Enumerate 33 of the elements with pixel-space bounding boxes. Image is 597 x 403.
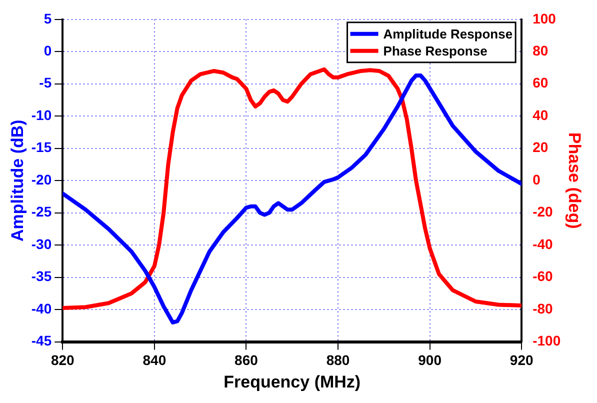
y2-tick-label: -80: [532, 300, 554, 316]
x-tick-label: 840: [142, 352, 166, 368]
y2-tick-label: 0: [532, 171, 541, 188]
y2-tick-label: 60: [532, 74, 548, 91]
y-tick-label: -40: [31, 300, 52, 316]
y-tick-label: 0: [44, 42, 52, 58]
y2-tick-label: 20: [532, 139, 548, 156]
y2-axis-title: Phase (deg): [565, 132, 584, 229]
y-tick-label: -35: [31, 268, 52, 284]
legend-label: Amplitude Response: [383, 26, 513, 42]
y-tick-label: -25: [31, 204, 52, 220]
x-tick-label: 920: [510, 352, 534, 368]
y-tick-label: -10: [31, 106, 52, 123]
y-tick-label: 5: [44, 10, 52, 26]
y-tick-label: -30: [31, 236, 52, 252]
x-tick-label: 900: [418, 352, 442, 368]
y-tick-label: -20: [31, 171, 52, 188]
y-tick-label: -15: [31, 139, 52, 156]
y-tick-label: -5: [39, 74, 52, 91]
legend-label: Phase Response: [383, 43, 488, 58]
y2-tick-label: -40: [532, 236, 554, 252]
y2-tick-label: -20: [532, 204, 554, 220]
x-axis-title: Frequency (MHz): [224, 372, 361, 392]
y2-tick-label: 40: [532, 106, 548, 123]
y-tick-label: -45: [31, 332, 52, 349]
x-tick-label: 880: [326, 352, 350, 368]
y-axis-title: Amplitude (dB): [8, 120, 27, 242]
x-tick-label: 820: [50, 352, 75, 368]
x-tick-label: 860: [234, 352, 258, 368]
y2-tick-label: 100: [532, 10, 556, 26]
y2-tick-label: 80: [532, 42, 548, 58]
y2-tick-label: -60: [532, 268, 554, 284]
y2-tick-label: -100: [532, 332, 561, 349]
